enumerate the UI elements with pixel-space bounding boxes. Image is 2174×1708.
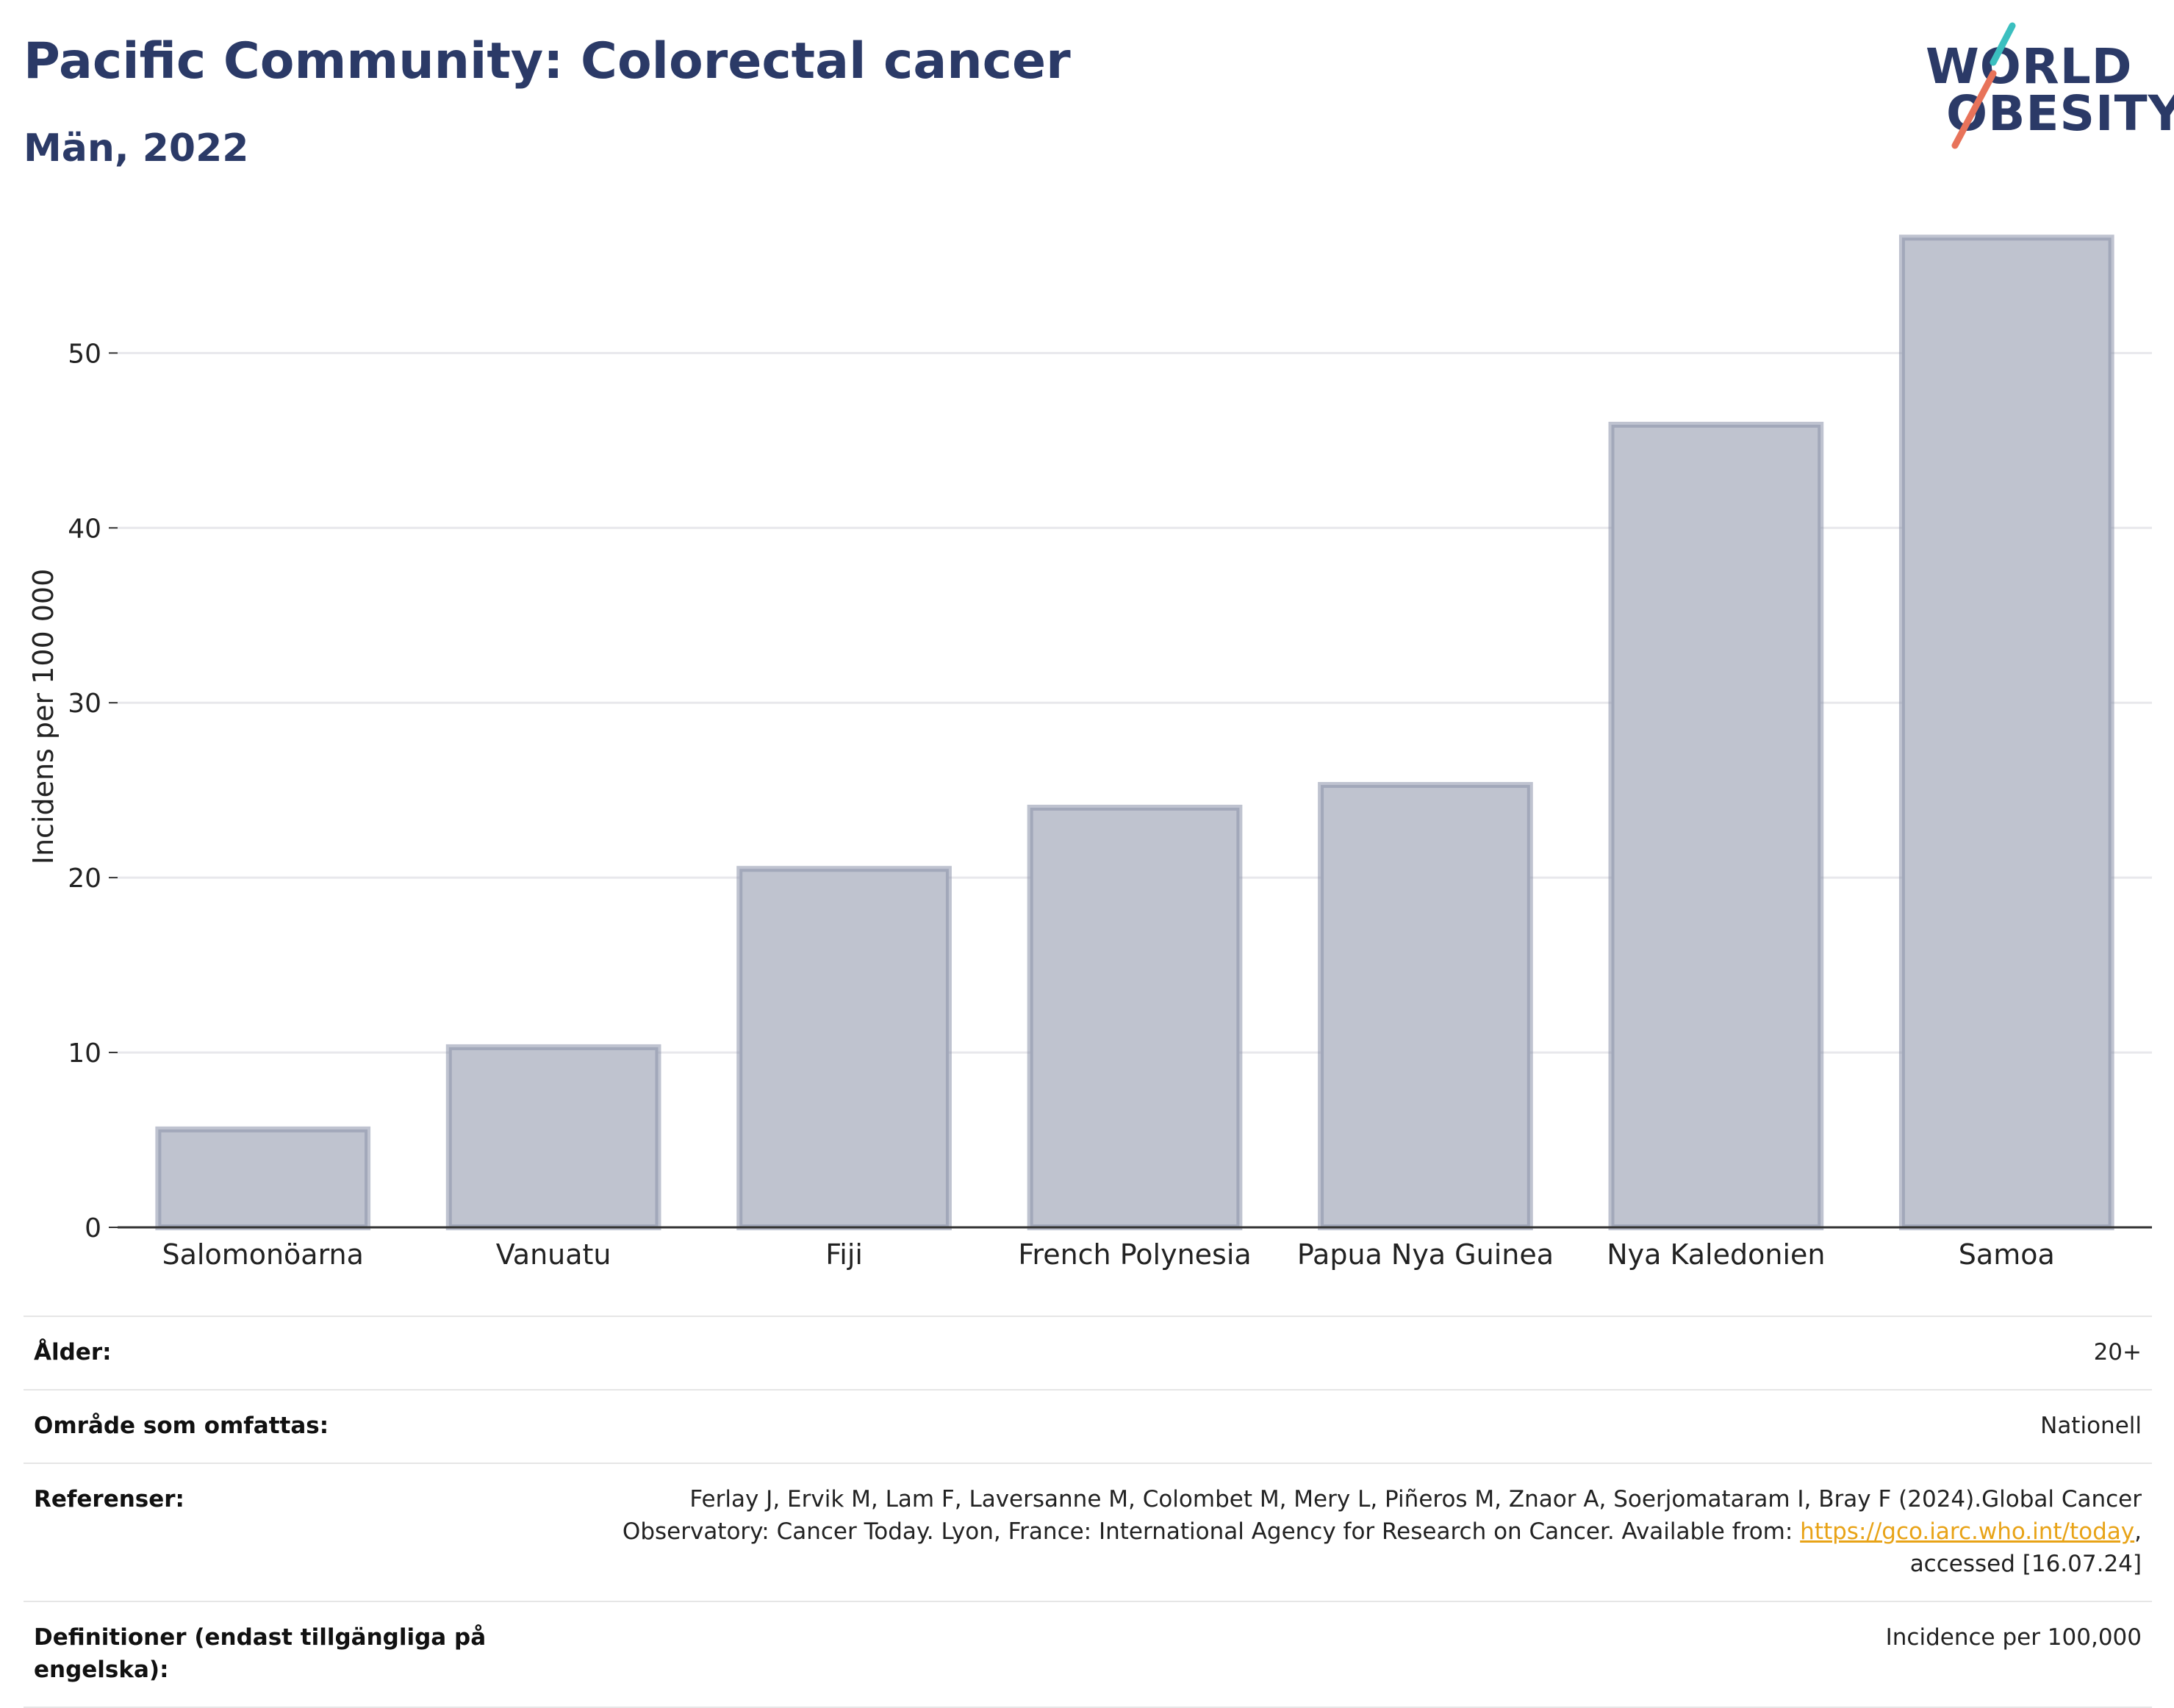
y-tick-label: 20 <box>68 864 101 894</box>
reference-accessed-text: , accessed [16.07.24] <box>1909 1518 2142 1577</box>
bars <box>155 234 2114 1231</box>
meta-row-age: Ålder: 20+ <box>24 1317 2152 1391</box>
x-tick-label: French Polynesia <box>1018 1238 1251 1271</box>
meta-value-age: 20+ <box>2093 1339 2142 1366</box>
bar <box>1898 234 2114 1231</box>
x-tick-label: Vanuatu <box>496 1238 611 1271</box>
y-tick-label: 40 <box>68 514 101 544</box>
bar <box>445 1044 661 1230</box>
meta-value-definitions: Incidence per 100,000 <box>1885 1624 2142 1651</box>
meta-label-age: Ålder: <box>34 1339 112 1366</box>
meta-label-references: Referenser: <box>34 1486 184 1513</box>
bar <box>1318 782 1533 1230</box>
chart-title: Pacific Community: Colorectal cancer <box>24 32 1071 90</box>
meta-value-coverage: Nationell <box>2040 1413 2142 1439</box>
y-tick-label: 10 <box>68 1038 101 1069</box>
y-tick-label: 50 <box>68 339 101 369</box>
x-tick-label: Salomonöarna <box>162 1238 363 1271</box>
bar <box>155 1126 371 1231</box>
x-tick-label: Samoa <box>1959 1238 2055 1271</box>
logo-slash-icon <box>1951 22 2016 149</box>
y-axis-label: Incidens per 100 000 <box>27 569 60 865</box>
bar <box>1608 421 1824 1230</box>
meta-label-definitions: Definitioner (endast tillgängliga på eng… <box>34 1624 487 1683</box>
world-obesity-logo: WORLD OBESITY <box>1918 22 2174 154</box>
meta-row-definitions: Definitioner (endast tillgängliga på eng… <box>24 1602 2152 1708</box>
bar-chart: 0 10 20 30 40 50 Salomonöarna Vanuatu Fiji French… <box>27 234 2152 1271</box>
meta-label-coverage: Område som omfattas: <box>34 1413 329 1439</box>
bar <box>736 866 952 1230</box>
meta-row-references: Referenser: Ferlay J, Ervik M, Lam F, La… <box>24 1464 2152 1602</box>
bar <box>1027 804 1243 1230</box>
reference-link[interactable]: https://gco.iarc.who.int/today <box>1800 1518 2135 1545</box>
x-tick-label: Nya Kaledonien <box>1607 1238 1825 1271</box>
y-tick-label: 0 <box>85 1213 101 1244</box>
metadata-table: Ålder: 20+ Område som omfattas: Nationel… <box>24 1316 2152 1708</box>
y-tick-label: 30 <box>68 689 101 719</box>
x-tick-label: Papua Nya Guinea <box>1297 1238 1554 1271</box>
meta-row-coverage: Område som omfattas: Nationell <box>24 1391 2152 1464</box>
reference-text: Ferlay J, Ervik M, Lam F, Laversanne M, … <box>622 1486 2142 1545</box>
axes: 0 10 20 30 40 50 Salomonöarna Vanuatu Fiji French… <box>68 339 2152 1271</box>
x-tick-label: Fiji <box>825 1238 863 1271</box>
meta-value-references: Ferlay J, Ervik M, Lam F, Laversanne M, … <box>539 1483 2142 1580</box>
chart-subtitle: Män, 2022 <box>24 126 249 171</box>
logo-text-line1: WORLD <box>1926 38 2133 95</box>
